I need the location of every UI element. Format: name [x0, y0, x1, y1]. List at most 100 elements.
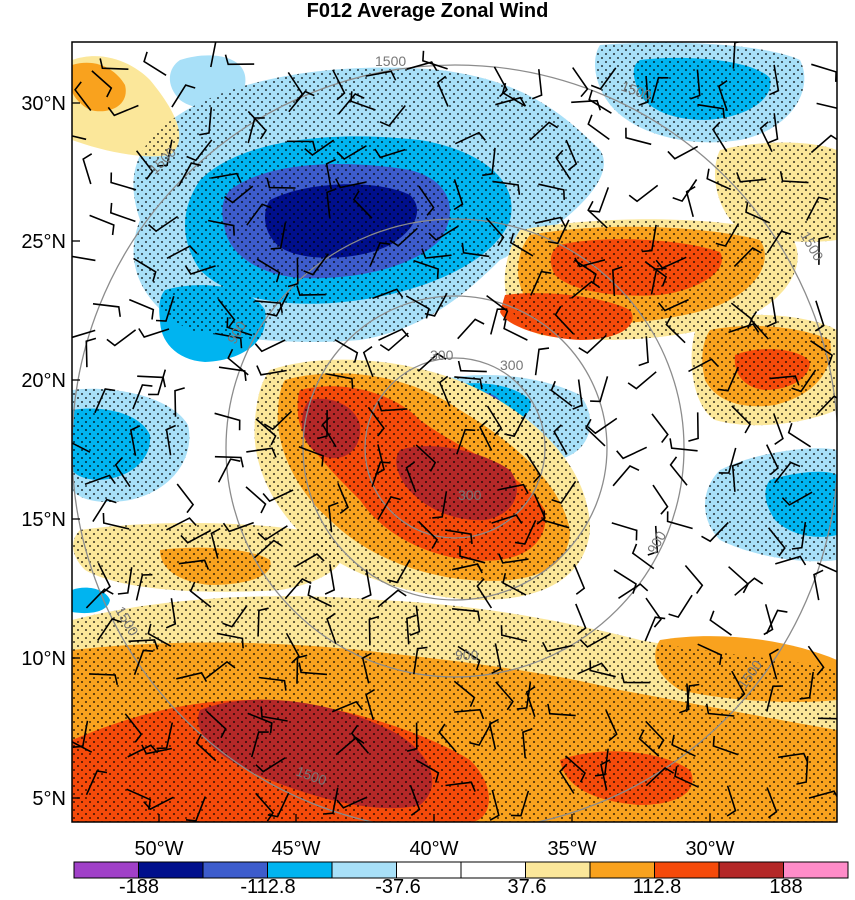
- lat-label: 25°N: [21, 231, 66, 253]
- wind-barb: [628, 184, 659, 203]
- wind-barb: [148, 369, 167, 396]
- wind-barb: [577, 662, 609, 675]
- wind-barb: [454, 376, 483, 390]
- wind-barb: [452, 563, 483, 574]
- wind-barb: [705, 703, 735, 717]
- wind-barb: [72, 720, 89, 748]
- wind-barb: [325, 158, 337, 190]
- wind-barb: [124, 713, 143, 743]
- wind-barb: [374, 444, 385, 476]
- wind-barb: [409, 605, 421, 637]
- wind-barb: [492, 180, 521, 195]
- wind-barb: [525, 686, 536, 718]
- wind-barb: [587, 417, 618, 435]
- wind-barb: [769, 375, 800, 386]
- colorbar-label: 188: [769, 876, 802, 898]
- wind-barb: [818, 235, 829, 265]
- wind-barb: [141, 744, 172, 755]
- wind-barb: [717, 80, 728, 112]
- wind-barb: [587, 200, 608, 229]
- wind-barb: [454, 131, 486, 145]
- wind-barb: [317, 409, 328, 440]
- wind-barb: [128, 298, 155, 320]
- wind-barbs: [72, 42, 837, 822]
- wind-barb: [685, 683, 700, 712]
- wind-barb: [558, 763, 575, 794]
- colorbar-label: 37.6: [508, 876, 547, 898]
- wind-barb: [422, 50, 448, 70]
- wind-barb: [779, 171, 809, 184]
- wind-barb: [406, 61, 438, 72]
- wind-barb: [387, 559, 411, 584]
- wind-barb: [697, 103, 726, 119]
- wind-barb: [550, 380, 573, 407]
- wind-barb: [452, 608, 481, 622]
- wind-barb: [256, 365, 287, 376]
- wind-barb: [147, 623, 172, 647]
- wind-barb: [379, 105, 406, 127]
- wind-barb: [768, 64, 780, 96]
- wind-barb: [612, 465, 640, 487]
- wind-barb: [227, 348, 249, 376]
- wind-barb: [254, 300, 283, 314]
- wind-barb: [491, 643, 502, 675]
- ring-label: 300: [430, 347, 454, 363]
- wind-barb: [529, 121, 559, 141]
- wind-barb: [457, 645, 481, 671]
- colorbar: [73, 861, 849, 879]
- wind-barb: [334, 339, 359, 363]
- wind-barb: [808, 790, 837, 799]
- map-frame: [71, 41, 838, 823]
- wind-barb: [495, 96, 527, 107]
- wind-barb: [590, 67, 617, 90]
- wind-barb: [709, 610, 732, 636]
- wind-barb: [214, 332, 243, 349]
- wind-barb: [688, 358, 719, 373]
- wind-barb: [304, 139, 335, 157]
- wind-barb: [490, 308, 508, 335]
- wind-barb: [255, 418, 277, 446]
- wind-barb: [816, 562, 837, 573]
- map-field: [72, 42, 837, 822]
- wind-barb: [263, 410, 293, 431]
- wind-barb: [147, 215, 179, 233]
- wind-barb: [377, 495, 401, 520]
- wind-barb: [176, 671, 208, 682]
- lat-label: 10°N: [21, 648, 66, 670]
- wind-barb: [405, 461, 417, 493]
- wind-barb: [72, 329, 96, 339]
- wind-barb: [594, 748, 609, 777]
- wind-barb: [332, 69, 346, 101]
- wind-barb: [413, 646, 428, 675]
- wind-barb: [669, 456, 688, 486]
- lat-label: 20°N: [21, 370, 66, 392]
- wind-barb: [768, 648, 779, 680]
- wind-barb: [72, 135, 87, 141]
- wind-barb: [74, 81, 92, 111]
- wind-barb: [644, 616, 666, 642]
- wind-barb: [114, 456, 131, 488]
- wind-barb: [813, 569, 824, 601]
- wind-barb: [572, 67, 589, 98]
- wind-barb: [579, 633, 611, 648]
- wind-barb: [631, 543, 655, 570]
- wind-barb: [787, 422, 812, 448]
- wind-barb: [766, 787, 778, 819]
- wind-barb: [129, 425, 141, 456]
- wind-barb: [250, 731, 269, 758]
- wind-barb: [774, 461, 801, 484]
- wind-barb: [438, 723, 457, 753]
- wind-barb: [127, 744, 159, 758]
- wind-barb: [195, 733, 217, 762]
- wind-barb: [573, 563, 586, 595]
- wind-barb: [143, 796, 174, 811]
- wind-barb: [638, 336, 649, 367]
- wind-barb: [551, 480, 577, 504]
- wind-barb: [307, 585, 333, 608]
- wind-barb: [590, 376, 609, 403]
- wind-barb: [588, 89, 612, 114]
- wind-barb: [284, 578, 312, 600]
- wind-barb: [224, 54, 255, 66]
- wind-barb: [72, 442, 91, 453]
- wind-barb: [645, 766, 675, 787]
